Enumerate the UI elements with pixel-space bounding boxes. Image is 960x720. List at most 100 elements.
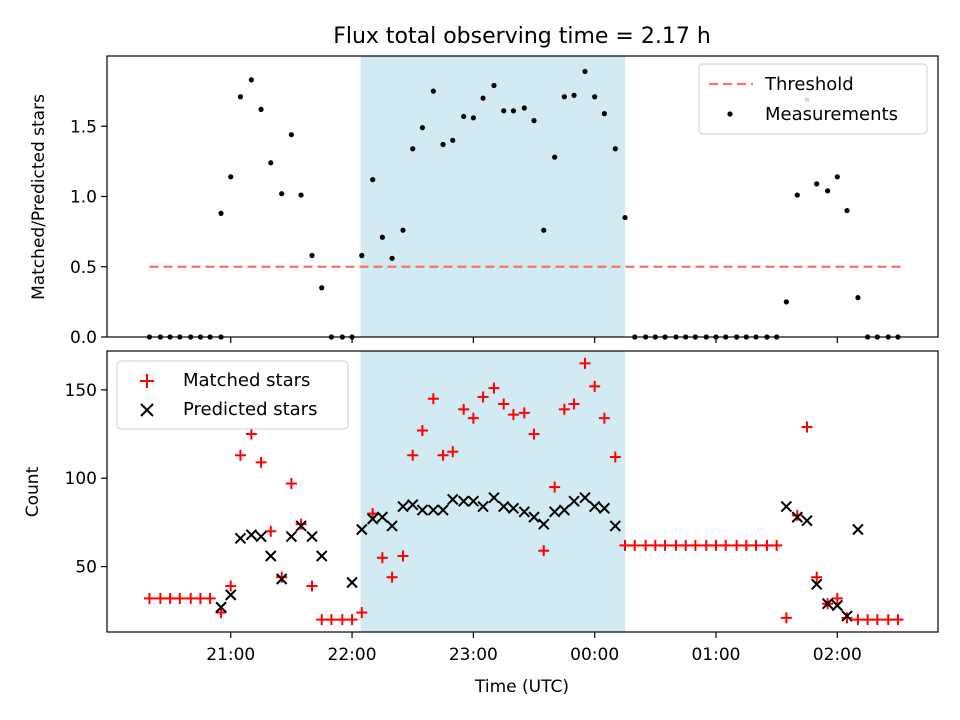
measurement-point (430, 88, 436, 94)
matched-star-point (245, 428, 257, 440)
measurement-point (510, 108, 517, 114)
matched-star-point (164, 592, 176, 604)
predicted-star-point (588, 500, 601, 513)
predicted-star-point (810, 578, 823, 590)
y-tick-label: 0.5 (70, 258, 97, 278)
matched-star-point (670, 539, 682, 551)
predicted-star-point (609, 520, 622, 532)
bottom-highlight-span (360, 351, 626, 632)
predicted-star-point (548, 506, 561, 518)
predicted-star-point (245, 529, 258, 541)
predicted-star-point (568, 495, 580, 507)
matched-star-point (811, 571, 823, 583)
predicted-star-point (780, 500, 793, 513)
measurement-point (783, 299, 789, 305)
matched-star-point (852, 614, 864, 626)
matched-star-point (447, 446, 459, 458)
predicted-star-point (841, 610, 853, 622)
bottom-legend: Matched stars Predicted stars (116, 360, 349, 430)
predicted-star-point (507, 502, 520, 514)
measurement-point (561, 94, 567, 100)
matched-star-point (255, 456, 267, 468)
predicted-star-point (386, 520, 398, 532)
measurement-point (612, 146, 618, 152)
predicted-star-point (295, 520, 307, 532)
matched-star-point (750, 539, 762, 551)
predicted-star-point (538, 518, 550, 530)
measurement-point (379, 234, 385, 240)
matched-star-point (892, 614, 904, 626)
measurement-point (298, 192, 304, 198)
bottom-axes-frame (106, 350, 939, 633)
measurement-point (400, 227, 406, 233)
measurement-point (571, 92, 577, 98)
matched-star-point (507, 409, 519, 421)
matched-star-point (659, 539, 671, 551)
predicted-star-point (447, 493, 459, 506)
matched-star-point (731, 539, 743, 551)
measurement-point (258, 106, 264, 112)
measurement-point (622, 214, 628, 221)
matched-star-point (862, 614, 874, 626)
predicted-star-point (225, 589, 237, 601)
measurement-point (582, 68, 588, 75)
matched-star-point (710, 539, 722, 551)
predicted-star-point (821, 598, 834, 610)
matched-star-point (306, 580, 318, 592)
matched-star-point (609, 451, 621, 463)
predicted-star-point (285, 530, 298, 543)
matched-star-point (518, 407, 530, 419)
measurement-point (794, 192, 800, 198)
matched-star-point (549, 481, 561, 493)
matched-star-point (143, 592, 155, 604)
matched-star-point (538, 545, 550, 557)
measurement-point (855, 295, 861, 301)
matched-star-point (204, 592, 216, 604)
x-tick-label: 02:00 (813, 645, 862, 665)
top-legend: Threshold Measurements (698, 63, 928, 135)
matched-star-point (427, 393, 439, 405)
predicted-star-point (346, 576, 358, 589)
predicted-star-point (275, 573, 288, 585)
matched-star-point (558, 403, 570, 415)
matched-star-point (498, 398, 510, 410)
predicted-star-point (558, 504, 571, 516)
chart-title: Flux total observing time = 2.17 h (333, 24, 711, 49)
matched-star-point (416, 425, 428, 437)
predicted-star-point (852, 523, 864, 536)
measurement-point (470, 115, 476, 121)
matched-star-point (871, 614, 883, 626)
matched-star-point (780, 612, 792, 624)
predicted-star-point (215, 601, 227, 613)
matched-star-point (376, 552, 388, 564)
matched-star-point (791, 509, 803, 521)
matched-star-point (276, 571, 288, 583)
x-tick-label: 22:00 (328, 645, 377, 665)
measurement-point (279, 191, 285, 197)
matched-star-point (346, 614, 358, 626)
matched-star-point (356, 607, 368, 619)
matched-star-point (397, 550, 409, 562)
matched-star-point (882, 614, 894, 626)
predicted-star-point (356, 523, 368, 536)
y-tick-label: 1.5 (70, 117, 97, 137)
x-tick-label: 01:00 (691, 645, 740, 665)
matched-star-point (325, 614, 337, 626)
predicted-star-point (467, 495, 480, 507)
measurement-point (834, 174, 840, 180)
matched-star-point (477, 391, 489, 403)
predicted-star-point (598, 502, 611, 514)
x-tick-label: 00:00 (570, 645, 619, 665)
top-highlight-span (360, 56, 626, 337)
bottom-ylabel: Count (23, 466, 43, 517)
predicted-star-point (407, 499, 419, 511)
predicted-star-point (397, 500, 409, 513)
measurement-point (814, 181, 820, 187)
legend-predicted-label: Predicted stars (183, 399, 317, 420)
predicted-star-point (791, 511, 803, 523)
measurement-point (592, 94, 598, 100)
matched-star-point (528, 428, 540, 440)
measurement-point (450, 137, 456, 143)
